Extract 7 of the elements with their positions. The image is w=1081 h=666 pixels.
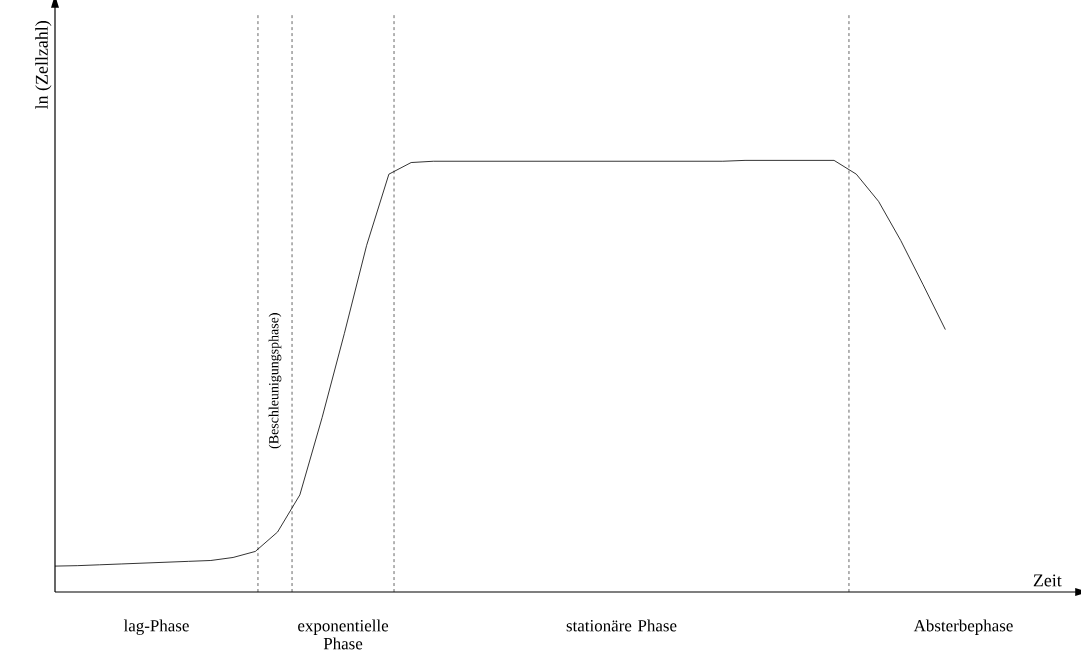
annotation: (Beschleunigungsphase) [268,313,282,449]
text: Absterbephase [913,619,1013,635]
text: stationäre Phase [566,619,677,632]
x-axis-title: Zeit [1033,574,1062,587]
text: exponentielle Phase [298,619,389,650]
text: lag-Phase [123,619,189,635]
y-axis-title: ln (Zellzahl) [35,21,52,110]
